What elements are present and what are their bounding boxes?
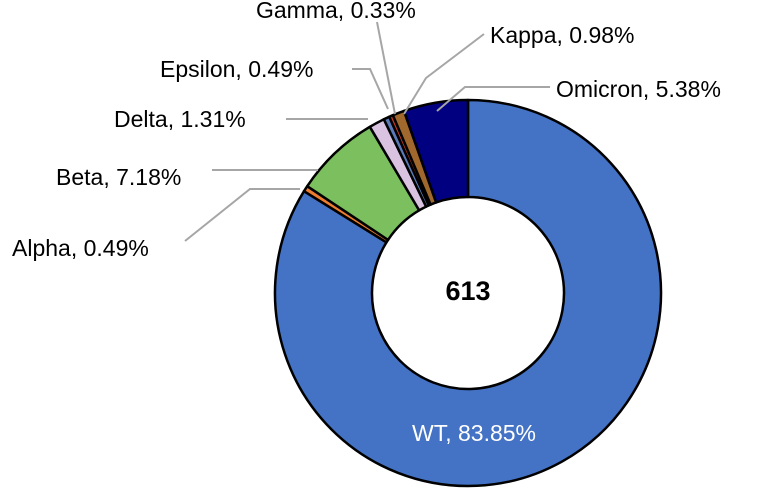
slice-label-omicron: Omicron, 5.38% [556,76,721,102]
leader-lines [184,21,550,242]
slice-label-beta: Beta, 7.18% [56,164,181,190]
slice-omicron [402,98,470,204]
center-total-label: 613 [445,276,490,306]
slice-label-alpha: Alpha, 0.49% [12,235,149,261]
slice-wt [273,98,663,488]
leader-line-kappa [403,33,485,115]
leader-line-gamma [376,21,396,115]
slice-label-delta: Delta, 1.31% [114,106,246,132]
slice-label-epsilon: Epsilon, 0.49% [160,56,313,82]
slice-label-gamma: Gamma, 0.33% [256,0,416,23]
slice-label-wt: WT, 83.85% [412,420,536,446]
donut-slices [273,98,663,488]
leader-line-omicron [436,86,550,112]
slice-label-kappa: Kappa, 0.98% [490,22,635,48]
leader-line-epsilon [352,68,389,110]
leader-line-alpha [184,188,300,242]
